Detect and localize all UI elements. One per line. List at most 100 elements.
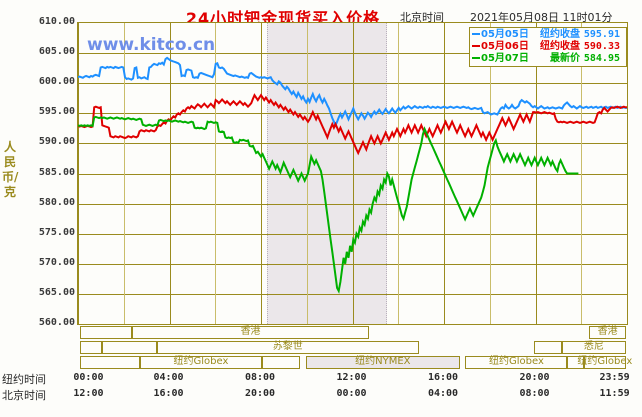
y-axis-tick-label: 605.00 [38,46,75,58]
gridline-vertical-major [536,23,537,324]
legend-item: 05月05日 纽约收盘 595.91 [472,29,624,41]
y-axis-tick-label: 585.00 [38,166,75,178]
x-axis-tick-beijing: 08:00 [519,388,550,399]
y-axis-tick-label: 580.00 [38,196,75,208]
gridline-horizontal [78,83,627,85]
gridline-horizontal [78,203,627,205]
y-axis-tick-label: 570.00 [38,256,75,268]
y-axis-tick-label: 595.00 [38,106,75,118]
session-box [79,356,141,369]
x-axis-tick-beijing: 12:00 [73,388,104,399]
session-box [305,356,460,369]
legend-item: 05月06日 纽约收盘 590.33 [472,41,624,53]
series-line-1 [78,93,627,156]
legend-color-swatch [472,57,480,59]
x-axis-tick-beijing: 11:59 [599,388,630,399]
legend-value: 590.33 [583,41,620,52]
legend-item: 05月07日 最新价 584.95 [472,53,624,65]
gridline-vertical-minor [215,23,216,324]
session-box [534,341,562,354]
legend-color-swatch [472,33,480,35]
y-axis-tick-label: 560.00 [38,317,75,328]
legend-series-label: 纽约收盘 [540,29,580,40]
session-row: 香港 香港 [77,326,628,340]
session-box [79,341,102,354]
session-box [465,356,568,369]
gridline-horizontal [78,263,627,265]
session-row: 苏黎世 悉尼 [77,341,628,355]
session-box [589,326,626,339]
session-box [261,356,301,369]
x-axis-tick-ny: 00:00 [73,372,104,383]
session-box [140,356,262,369]
x-axis-row-label: 北京时间 [2,389,46,402]
gridline-vertical-major [170,23,171,324]
x-axis-tick-beijing: 16:00 [153,388,184,399]
watermark: www.kitco.cn [87,35,216,55]
x-axis-tick-ny: 04:00 [153,372,184,383]
session-box [101,341,157,354]
x-axis-tick-ny: 12:00 [336,372,367,383]
gridline-horizontal [78,233,627,235]
x-axis-tick-ny: 20:00 [519,372,550,383]
timestamp: 2021年05月08日 11时01分 [470,11,613,24]
plot-area: www.kitco.cn 05月05日 纽约收盘 595.91 05月06日 纽约收盘 5… [77,22,628,325]
x-axis-tick-beijing: 00:00 [336,388,367,399]
gridline-vertical-minor [124,23,125,324]
plot-grid [78,23,627,325]
gridline-vertical-minor [398,23,399,324]
y-axis-tick-label: 610.00 [38,16,75,27]
legend-color-swatch [472,45,480,47]
y-axis-title: 人民币/克 [2,140,19,199]
session-label: 悉尼 [583,341,604,352]
session-box [79,326,133,339]
gridline-vertical-major [261,23,262,324]
gridline-vertical-minor [581,23,582,324]
series-line-0 [78,56,627,128]
legend-date: 05月07日 [481,53,529,64]
gridline-horizontal [78,293,627,295]
gridline-vertical-minor [490,23,491,324]
y-axis: 人民币/克 610.00 605.00 600.00 595.00 590.00 585.… [0,0,75,417]
legend-value: 595.91 [583,29,620,40]
legend-date: 05月05日 [481,29,529,40]
series-line-2 [78,115,579,294]
legend: 05月05日 纽约收盘 595.91 05月06日 纽约收盘 590.33 05月07日 最新… [469,27,627,67]
gridline-horizontal [78,324,627,325]
x-axis: 纽约时间北京时间 00:00 04:00 08:00 12:00 16:00 20:00 23… [0,371,642,417]
legend-date: 05月06日 [481,41,529,52]
session-label: 苏黎世 [272,341,303,352]
timezone-label: 北京时间 [400,11,444,24]
session-box [583,356,626,369]
gridline-horizontal [78,53,627,55]
session-row: 纽约Globex 纽约NYMEX 纽约Globex 纽约Globex [77,356,632,370]
x-axis-tick-ny: 08:00 [244,372,276,383]
session-label: 纽约Globex [488,356,544,367]
gridline-horizontal [78,173,627,175]
y-axis-tick-label: 600.00 [38,76,75,88]
x-axis-tick-ny: 16:00 [427,372,459,383]
session-box [132,326,370,339]
y-axis-tick-label: 565.00 [38,286,75,298]
x-axis-row-label: 纽约时间 [2,373,46,386]
session-box [156,341,419,354]
legend-series-label: 最新价 [550,53,580,64]
legend-series-label: 纽约收盘 [540,41,580,52]
x-axis-tick-beijing: 20:00 [244,388,276,399]
session-label: 纽约Globex [577,356,633,367]
gridline-horizontal [78,143,627,145]
gridline-horizontal [78,113,627,115]
price-lines [78,56,627,294]
legend-value: 584.95 [583,53,620,64]
session-box [561,341,626,354]
y-axis-tick-label: 575.00 [38,226,75,238]
x-axis-tick-ny: 23:59 [599,372,630,383]
market-session-bars: 香港 香港 苏黎世 悉尼 纽约Globex 纽约NYMEX 纽约Globex 纽约Globex [77,326,632,370]
gridline-vertical-major [78,23,79,324]
session-label: 香港 [240,326,261,337]
y-axis-tick-label: 590.00 [38,136,75,148]
session-label: 纽约Globex [173,356,229,367]
session-label: 香港 [597,326,618,337]
session-box [567,356,584,369]
